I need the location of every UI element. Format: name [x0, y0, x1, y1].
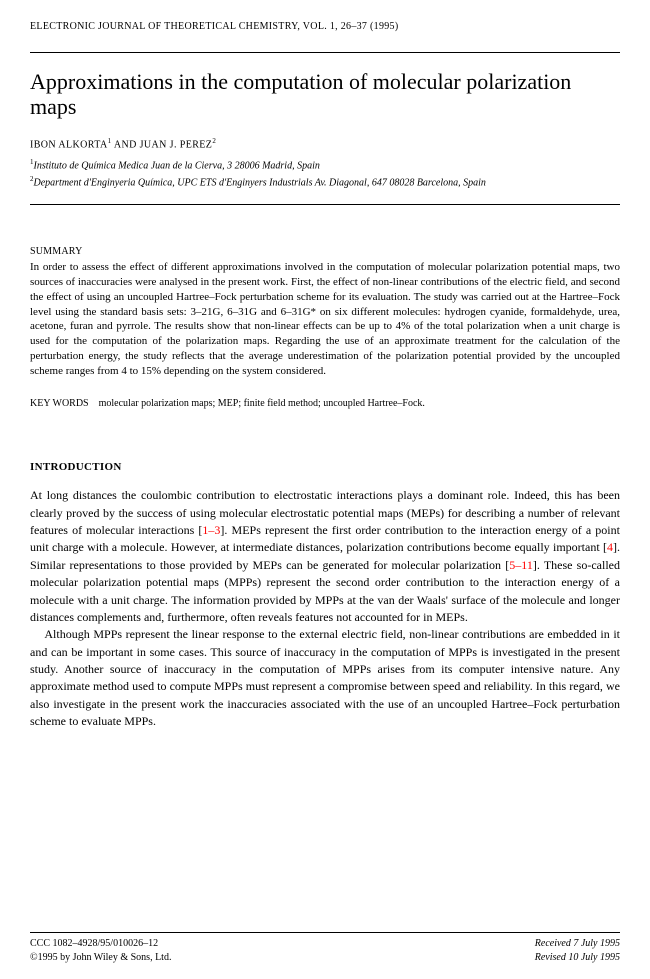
intro-paragraph-2: Although MPPs represent the linear respo…: [30, 626, 620, 730]
summary-label: SUMMARY: [30, 245, 620, 259]
article-title: Approximations in the computation of mol…: [30, 69, 620, 120]
author-1: IBON ALKORTA: [30, 139, 108, 150]
footer-rule: [30, 932, 620, 933]
summary-body: In order to assess the effect of differe…: [30, 260, 620, 379]
authors-line: IBON ALKORTA1 AND JUAN J. PEREZ2: [30, 137, 620, 152]
introduction-heading: INTRODUCTION: [30, 460, 620, 475]
affil-2-text: Department d'Enginyeria Química, UPC ETS…: [34, 177, 486, 188]
footer-copyright: ©1995 by John Wiley & Sons, Ltd.: [30, 951, 171, 965]
footer-ccc: CCC 1082–4928/95/010026–12: [30, 937, 158, 951]
citation-1-3: 1–3: [202, 523, 220, 537]
footer-revised: Revised 10 July 1995: [535, 951, 620, 965]
top-rule: [30, 52, 620, 53]
footer-received: Received 7 July 1995: [535, 937, 620, 951]
mid-rule: [30, 204, 620, 205]
citation-5-11: 5–11: [509, 558, 533, 572]
page-footer: CCC 1082–4928/95/010026–12 Received 7 Ju…: [30, 932, 620, 964]
affiliation-2: 2Department d'Enginyeria Química, UPC ET…: [30, 175, 620, 190]
keywords-label: KEY WORDS: [30, 398, 89, 409]
keywords-line: KEY WORDS molecular polarization maps; M…: [30, 397, 620, 411]
author-2-sup: 2: [212, 137, 216, 145]
intro-paragraph-1: At long distances the coulombic contribu…: [30, 487, 620, 626]
keywords-gap: [89, 398, 99, 409]
affil-1-text: Instituto de Química Medica Juan de la C…: [34, 160, 320, 171]
keywords-body: molecular polarization maps; MEP; finite…: [99, 398, 425, 409]
journal-header: ELECTRONIC JOURNAL OF THEORETICAL CHEMIS…: [30, 20, 620, 34]
authors-and: AND: [111, 139, 139, 150]
affiliation-1: 1Instituto de Química Medica Juan de la …: [30, 158, 620, 173]
author-2: JUAN J. PEREZ: [140, 139, 213, 150]
